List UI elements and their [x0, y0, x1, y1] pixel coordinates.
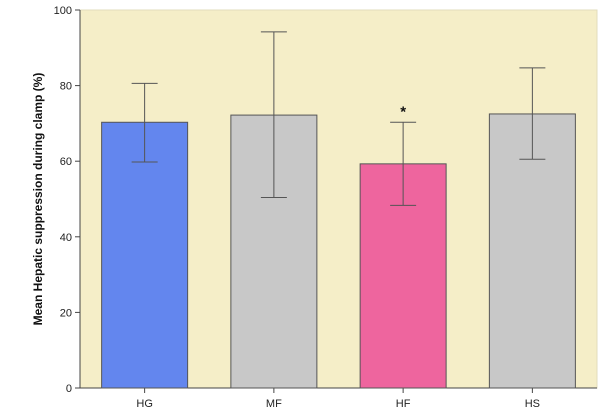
- y-tick-label: 80: [60, 81, 72, 93]
- y-tick-label: 60: [60, 156, 72, 168]
- x-axis: HG MF HF HS: [80, 387, 597, 410]
- significance-marker: *: [400, 103, 406, 120]
- x-tick-label: HS: [525, 398, 540, 410]
- x-tick-label: MF: [266, 398, 282, 410]
- y-tick-label: 100: [54, 5, 72, 17]
- bar-hg: [101, 121, 189, 389]
- error-bars: [131, 31, 546, 206]
- annotations: *: [400, 103, 406, 120]
- y-axis: 0 20 40 60 80 100: [54, 5, 81, 395]
- x-tick-label: HG: [136, 398, 153, 410]
- y-tick-label: 0: [66, 383, 72, 395]
- x-tick-label: HF: [396, 398, 411, 410]
- y-tick-label: 20: [60, 307, 72, 319]
- y-tick-label: 40: [60, 232, 72, 244]
- y-axis-title: Mean Hepatic suppression during clamp (%…: [31, 73, 45, 326]
